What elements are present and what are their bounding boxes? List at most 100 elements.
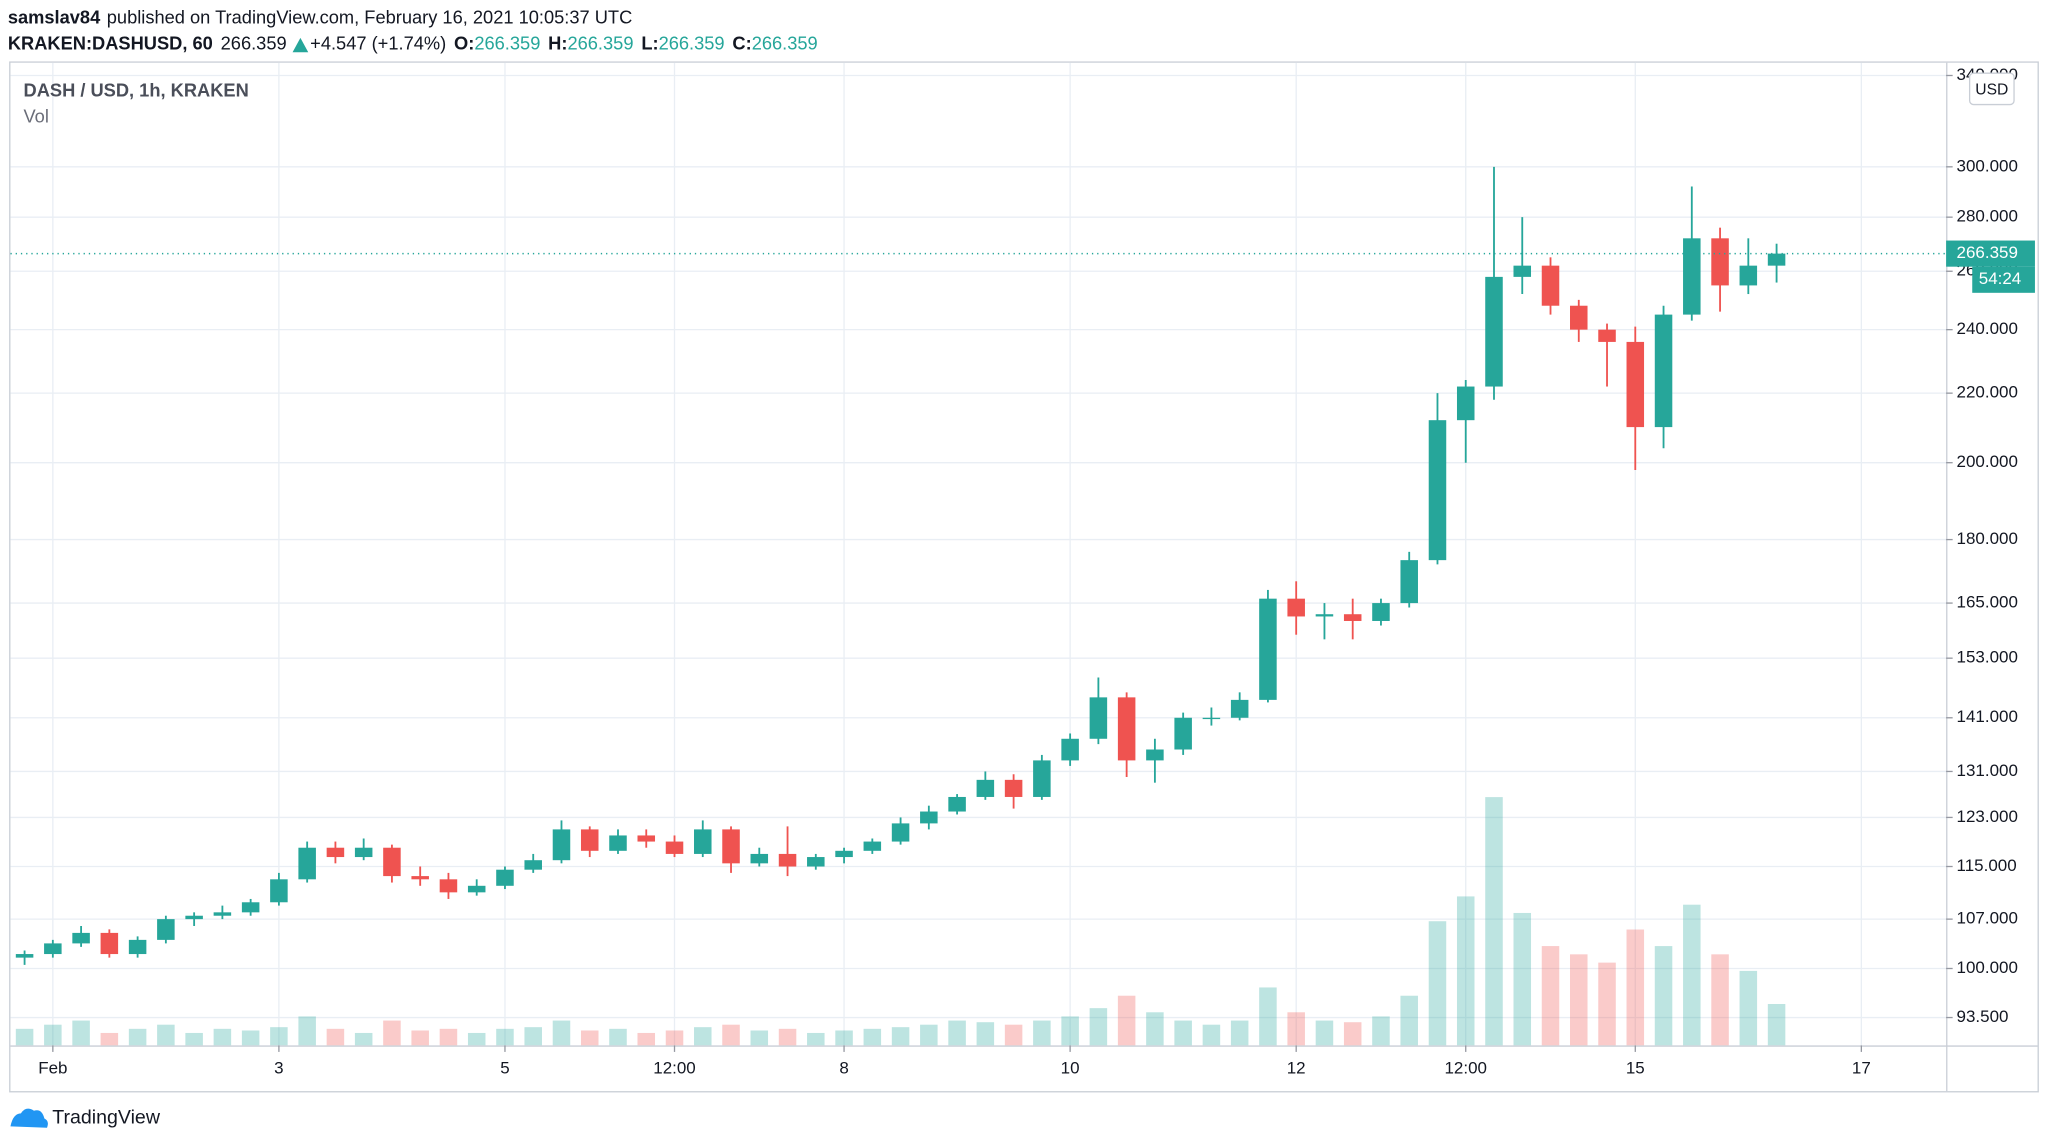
y-tick-label: 300.000: [1957, 156, 2018, 175]
volume-bar: [891, 1027, 910, 1046]
last-price-badge: [1946, 240, 2035, 267]
volume-bar: [44, 1024, 62, 1046]
candle-body: [1598, 329, 1616, 342]
ohlc-label: L:: [641, 32, 658, 53]
volume-bar: [722, 1024, 740, 1046]
candle-body: [1089, 697, 1108, 739]
candle-body: [1485, 276, 1503, 387]
volume-bar: [920, 1024, 938, 1046]
volume-bar: [213, 1028, 232, 1046]
volume-bar: [1400, 995, 1418, 1046]
x-tick-label: 17: [1852, 1058, 1871, 1077]
candle-body: [863, 841, 882, 851]
candle-body: [383, 847, 401, 877]
x-tick-label: 3: [274, 1058, 283, 1077]
volume-bar: [750, 1030, 769, 1046]
ohlc-value: 266.359: [659, 32, 725, 53]
y-tick-label: 200.000: [1957, 452, 2018, 471]
candle-body: [722, 829, 740, 864]
candle-body: [270, 879, 288, 903]
candle-body: [1626, 341, 1645, 428]
volume-bar: [1315, 1020, 1334, 1046]
volume-bar: [128, 1028, 147, 1046]
volume-bar: [1513, 912, 1532, 1046]
symbol: KRAKEN:DASHUSD, 60: [8, 32, 213, 53]
volume-bar: [439, 1028, 458, 1046]
candle-body: [15, 954, 34, 958]
last-price-label: 266.359: [1957, 243, 2018, 262]
x-tick-label: 8: [839, 1058, 848, 1077]
candle-body: [411, 876, 429, 880]
volume-bar: [807, 1032, 825, 1046]
brand-logo: [10, 1108, 48, 1128]
x-tick-label: 12: [1287, 1058, 1306, 1077]
volume-bar: [1202, 1024, 1221, 1046]
volume-bar: [270, 1027, 288, 1046]
candle-body: [241, 902, 260, 913]
candle-body: [467, 885, 486, 893]
volume-bar: [1061, 1016, 1079, 1046]
candle-body: [1541, 265, 1560, 306]
candle-body: [920, 811, 938, 824]
x-tick-label: 15: [1626, 1058, 1645, 1077]
candle-body: [1004, 779, 1023, 797]
ohlc-label: H:: [548, 32, 567, 53]
candle-body: [1259, 598, 1277, 700]
candle-body: [1654, 314, 1673, 428]
volume-bar: [411, 1030, 429, 1046]
candle-body: [1372, 603, 1390, 621]
volume-bar: [1117, 995, 1136, 1046]
x-tick-label: Feb: [38, 1058, 67, 1077]
ohlc-value: 266.359: [567, 32, 633, 53]
y-tick-label: 180.000: [1957, 529, 2018, 548]
candle-body: [100, 932, 119, 955]
x-tick-label: 10: [1061, 1058, 1080, 1077]
volume-bar: [1033, 1020, 1051, 1046]
candle-body: [439, 879, 458, 893]
volume-bar: [1739, 970, 1758, 1046]
candle-body: [948, 796, 966, 812]
x-tick-label: 12:00: [1445, 1058, 1487, 1077]
candle-body: [976, 779, 995, 797]
currency: USD: [1975, 81, 2008, 98]
candle-body: [185, 915, 203, 920]
candle-body: [326, 847, 345, 858]
candle-body: [1570, 305, 1588, 330]
y-tick-label: 131.000: [1957, 761, 2018, 780]
candle-body: [128, 939, 147, 955]
candle-body: [72, 932, 90, 944]
candle-body: [1513, 265, 1532, 277]
y-tick-label: 141.000: [1957, 707, 2018, 726]
candle-body: [694, 829, 712, 854]
candle-body: [1230, 699, 1249, 718]
up-arrow: [292, 37, 309, 53]
candle-body: [524, 860, 542, 870]
candle-body: [1739, 265, 1758, 286]
y-tick-label: 93.500: [1957, 1007, 2009, 1026]
publish-line: samslav84 published on TradingView.com, F…: [8, 6, 632, 27]
volume-bar: [1598, 962, 1616, 1046]
y-tick-label: 240.000: [1957, 319, 2018, 338]
volume-bar: [552, 1020, 571, 1046]
candle-body: [1767, 253, 1786, 266]
candle-body: [580, 829, 599, 851]
volume-bar: [1711, 954, 1729, 1046]
volume-bar: [15, 1028, 34, 1046]
candle-body: [44, 943, 62, 955]
candle-body: [778, 853, 797, 867]
volume-bar: [1626, 929, 1645, 1046]
candle-body: [213, 912, 232, 916]
volume-bar: [1343, 1022, 1362, 1046]
candle-body: [1711, 238, 1729, 286]
candle-body: [835, 850, 853, 858]
candle-body: [807, 857, 825, 867]
user: samslav84: [8, 6, 101, 27]
candle-body: [891, 823, 910, 842]
candle-body: [665, 841, 684, 854]
volume-bar: [609, 1028, 627, 1046]
volume-bar: [694, 1027, 712, 1046]
volume-bar: [835, 1030, 853, 1046]
candle-body: [1315, 614, 1334, 617]
y-tick-label: 100.000: [1957, 958, 2018, 977]
